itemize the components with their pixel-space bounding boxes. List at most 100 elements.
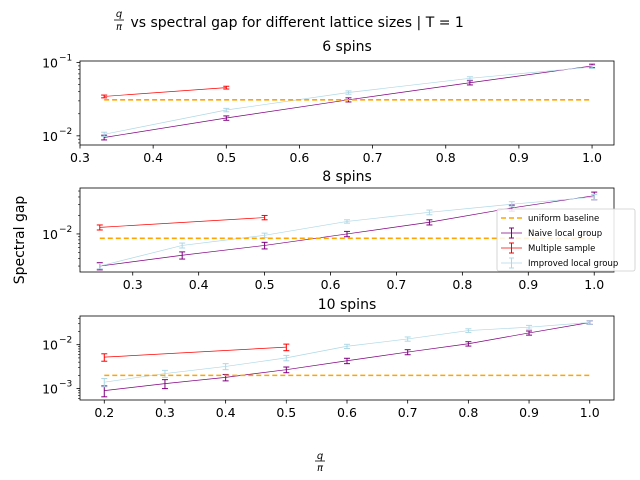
- data-point-improved-local-group: [586, 320, 593, 325]
- x-tick-label: 0.7: [398, 405, 418, 420]
- y-tick-exponent: −2: [59, 225, 72, 235]
- y-tick-label: 10: [42, 382, 58, 397]
- x-tick-label: 0.7: [363, 150, 383, 165]
- x-axis-label-denominator: π: [317, 463, 324, 474]
- x-axis-label-numerator: q: [317, 451, 323, 462]
- data-point-improved-local-group: [465, 328, 472, 333]
- data-point-improved-local-group: [344, 343, 350, 349]
- series-line-multiple-sample: [104, 87, 227, 97]
- x-tick-label: 0.5: [276, 405, 296, 420]
- data-point-naive-local-group: [344, 230, 350, 238]
- data-point-improved-local-group: [591, 193, 598, 201]
- data-point-naive-local-group: [426, 219, 433, 226]
- data-point-multiple-sample: [283, 343, 290, 352]
- legend: uniform baseline Naive local group Multipl…: [496, 208, 636, 272]
- y-tick-label: 10: [42, 227, 58, 242]
- y-tick-exponent: −1: [59, 54, 72, 64]
- data-point-naive-local-group: [466, 80, 473, 86]
- y-tick-exponent: −2: [59, 127, 72, 137]
- data-point-improved-local-group: [344, 219, 350, 224]
- suptitle-fraction-denominator: π: [116, 22, 123, 33]
- data-point-naive-local-group: [465, 341, 472, 347]
- x-tick-label: 0.6: [321, 277, 341, 292]
- legend-label: uniform baseline: [528, 214, 599, 224]
- x-tick-label: 0.8: [452, 277, 472, 292]
- x-tick-label: 0.4: [143, 150, 163, 165]
- data-point-naive-local-group: [223, 115, 230, 121]
- x-tick-label: 1.0: [582, 150, 602, 165]
- data-point-naive-local-group: [404, 349, 411, 356]
- x-tick-label: 1.0: [584, 277, 604, 292]
- data-point-improved-local-group: [526, 324, 533, 330]
- y-tick-exponent: −2: [59, 336, 72, 346]
- data-point-improved-local-group: [223, 107, 230, 113]
- y-tick-label: 10: [42, 338, 58, 353]
- data-point-multiple-sample: [223, 85, 230, 90]
- series-line-improved-local-group: [104, 322, 590, 383]
- data-point-improved-local-group: [466, 76, 473, 81]
- data-point-improved-local-group: [161, 369, 168, 378]
- series-line-multiple-sample: [99, 217, 265, 228]
- legend-label: Multiple sample: [528, 244, 595, 254]
- legend-entry-uniform-baseline: uniform baseline: [501, 214, 599, 224]
- data-point-naive-local-group: [101, 385, 108, 398]
- x-tick-label: 0.5: [216, 150, 236, 165]
- legend-label: Improved local group: [528, 259, 618, 269]
- data-point-improved-local-group: [589, 65, 596, 69]
- x-tick-label: 0.7: [386, 277, 406, 292]
- series-line-multiple-sample: [104, 346, 287, 358]
- x-tick-label: 0.6: [337, 405, 357, 420]
- data-point-improved-local-group: [426, 209, 433, 216]
- data-point-improved-local-group: [345, 90, 352, 95]
- x-tick-label: 0.9: [519, 405, 539, 420]
- x-tick-label: 0.3: [70, 150, 90, 165]
- data-point-naive-local-group: [344, 357, 350, 365]
- data-point-naive-local-group: [526, 330, 533, 336]
- axes-frame: [79, 60, 615, 146]
- data-point-naive-local-group: [261, 241, 268, 250]
- y-tick-label: 10: [42, 129, 58, 144]
- y-axis-label: Spectral gap: [12, 196, 28, 285]
- data-point-improved-local-group: [96, 263, 103, 270]
- data-point-multiple-sample: [96, 224, 103, 231]
- x-tick-label: 0.3: [155, 405, 175, 420]
- x-axis-label: q π: [315, 451, 325, 474]
- x-tick-label: 0.4: [216, 405, 236, 420]
- x-tick-label: 0.3: [123, 277, 143, 292]
- data-point-multiple-sample: [261, 214, 268, 221]
- data-point-improved-local-group: [404, 336, 411, 342]
- data-point-naive-local-group: [283, 366, 290, 374]
- data-point-improved-local-group: [101, 131, 108, 137]
- data-point-multiple-sample: [101, 94, 108, 99]
- legend-entry-improved-local-group: Improved local group: [501, 257, 618, 269]
- data-point-naive-local-group: [179, 251, 186, 260]
- legend-frame: [496, 208, 636, 272]
- x-tick-label: 0.6: [290, 150, 310, 165]
- data-point-improved-local-group: [222, 363, 229, 371]
- x-tick-label: 0.9: [518, 277, 538, 292]
- axes-frame: [79, 315, 615, 401]
- y-tick-exponent: −3: [59, 380, 72, 390]
- x-tick-label: 0.4: [189, 277, 209, 292]
- x-tick-label: 0.2: [94, 405, 114, 420]
- y-tick-label: 10: [42, 56, 58, 71]
- x-tick-label: 1.0: [580, 405, 600, 420]
- legend-entry-naive-local-group: Naive local group: [501, 227, 602, 239]
- data-point-naive-local-group: [161, 379, 168, 390]
- figure-suptitle: q π vs spectral gap for different lattic…: [114, 9, 464, 33]
- series-line-naive-local-group: [104, 322, 590, 391]
- x-tick-label: 0.8: [458, 405, 478, 420]
- data-point-improved-local-group: [508, 201, 515, 208]
- x-tick-label: 0.8: [436, 150, 456, 165]
- data-point-multiple-sample: [101, 353, 108, 362]
- data-point-improved-local-group: [101, 377, 108, 388]
- panel-title: 10 spins: [318, 297, 377, 313]
- suptitle-text: vs spectral gap for different lattice si…: [126, 15, 464, 31]
- legend-label: Naive local group: [528, 229, 602, 239]
- x-tick-label: 0.9: [509, 150, 529, 165]
- data-point-improved-local-group: [283, 354, 290, 362]
